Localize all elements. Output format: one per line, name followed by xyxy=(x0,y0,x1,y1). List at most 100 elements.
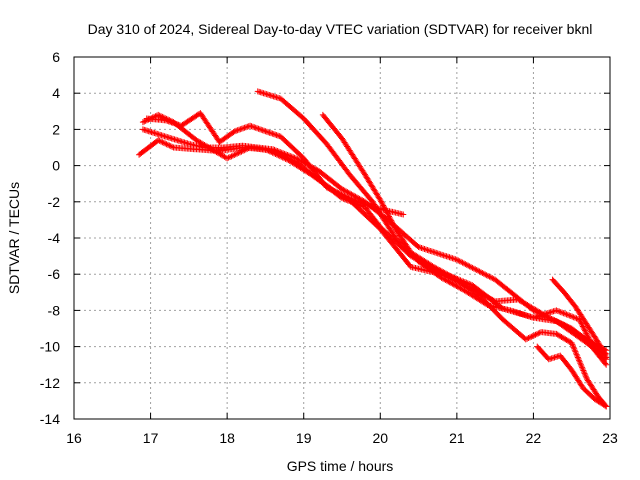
data-point xyxy=(441,269,448,276)
data-point xyxy=(573,351,580,358)
data-point xyxy=(442,277,449,284)
data-point xyxy=(334,190,341,197)
data-point xyxy=(451,275,458,282)
data-point xyxy=(359,197,366,204)
data-point xyxy=(237,149,244,156)
data-point xyxy=(552,318,559,325)
data-point xyxy=(280,152,287,159)
data-point xyxy=(284,154,291,161)
data-point xyxy=(388,219,395,226)
data-point xyxy=(553,307,560,314)
data-point xyxy=(444,271,451,278)
x-tick-label: 19 xyxy=(296,430,312,446)
data-point xyxy=(567,313,574,320)
data-point xyxy=(548,315,555,322)
data-point xyxy=(525,335,532,342)
data-point xyxy=(551,317,558,324)
x-tick-label: 22 xyxy=(526,430,542,446)
data-point xyxy=(439,275,446,282)
data-point xyxy=(588,341,595,348)
data-point xyxy=(480,270,487,277)
data-point xyxy=(475,267,482,274)
data-point xyxy=(331,188,338,195)
data-point xyxy=(577,361,584,368)
data-point xyxy=(380,202,387,209)
data-point xyxy=(577,360,584,367)
data-point xyxy=(560,310,567,317)
data-point xyxy=(454,283,461,290)
data-point xyxy=(388,217,395,224)
data-point xyxy=(344,189,351,196)
data-point xyxy=(227,154,234,161)
data-point xyxy=(341,194,348,201)
data-point xyxy=(579,364,586,371)
data-point xyxy=(569,341,576,348)
data-point xyxy=(580,368,587,375)
data-point xyxy=(341,187,348,194)
data-point xyxy=(391,223,398,230)
data-points xyxy=(136,88,610,410)
data-point xyxy=(445,272,452,279)
data-point xyxy=(381,205,388,212)
data-point xyxy=(348,191,355,198)
data-point xyxy=(582,373,589,380)
data-point xyxy=(436,266,443,273)
data-point xyxy=(468,264,475,271)
data-point xyxy=(158,138,165,145)
data-point xyxy=(433,265,440,272)
data-point xyxy=(270,148,277,155)
data-point xyxy=(327,186,334,193)
data-point xyxy=(231,151,238,158)
data-point xyxy=(573,315,580,322)
data-point xyxy=(386,214,393,221)
data-point xyxy=(162,140,169,147)
data-point xyxy=(380,203,387,210)
data-point xyxy=(601,350,608,357)
data-point xyxy=(345,189,352,196)
data-point xyxy=(599,347,606,354)
y-tick-label: 4 xyxy=(52,85,60,101)
data-point xyxy=(598,345,605,352)
data-point xyxy=(463,261,470,268)
data-point xyxy=(447,272,454,279)
data-point xyxy=(596,341,603,348)
data-point xyxy=(569,313,576,320)
data-point xyxy=(288,156,295,163)
data-point xyxy=(450,281,457,288)
data-point xyxy=(570,344,577,351)
data-point xyxy=(383,208,390,215)
data-point xyxy=(238,148,245,155)
data-point xyxy=(445,278,452,285)
x-tick-label: 17 xyxy=(143,430,159,446)
series-track-6 xyxy=(319,111,610,410)
data-point xyxy=(382,206,389,213)
data-point xyxy=(581,370,588,377)
data-point xyxy=(565,324,572,331)
data-point xyxy=(568,339,575,346)
data-point xyxy=(333,189,340,196)
data-point xyxy=(437,267,444,274)
data-point xyxy=(166,142,173,149)
y-tick-label: -8 xyxy=(48,302,61,318)
data-point xyxy=(343,195,350,202)
y-tick-label: 0 xyxy=(52,158,60,174)
data-point xyxy=(590,344,597,351)
data-point xyxy=(574,354,581,361)
data-point xyxy=(169,143,176,150)
data-point xyxy=(576,357,583,364)
data-point xyxy=(490,297,497,304)
data-point xyxy=(586,336,593,343)
data-point xyxy=(167,143,174,150)
data-point xyxy=(275,150,282,157)
data-point xyxy=(532,331,539,338)
data-point xyxy=(229,152,236,159)
data-point xyxy=(285,155,292,162)
data-point xyxy=(325,185,332,192)
data-point xyxy=(571,345,578,352)
data-point xyxy=(595,339,602,346)
data-point xyxy=(466,263,473,270)
data-point xyxy=(458,258,465,265)
data-point xyxy=(281,153,288,160)
axis-ticks: 16 17 18 19 20 21 22 23 -14 -12 -10 -8 -6 -4 -2 0 2 4 6 xyxy=(40,49,618,446)
data-point xyxy=(449,274,456,281)
